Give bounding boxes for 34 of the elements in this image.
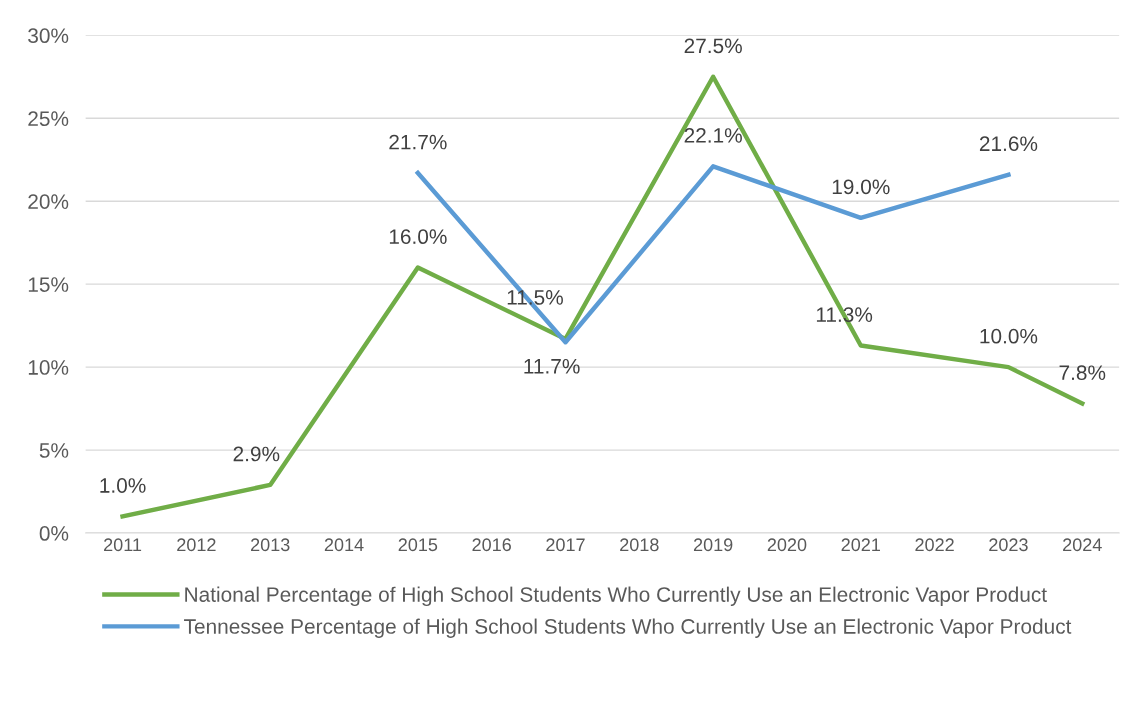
data-label: 19.0%: [832, 179, 890, 195]
x-tick-label: 2013: [251, 538, 290, 552]
x-tick-label: 2018: [620, 538, 659, 552]
legend-label: Tennessee Percentage of High School Students Who Currently Use an Electronic Vapor Product: [184, 618, 1072, 638]
data-label: 16.0%: [389, 229, 447, 245]
y-tick-label: 10%: [28, 360, 69, 375]
data-label: 11.7%: [524, 359, 580, 374]
data-label: 7.8%: [1059, 365, 1106, 381]
data-label: 22.1%: [684, 128, 742, 143]
x-tick-label: 2023: [989, 538, 1028, 552]
x-tick-label: 2017: [546, 538, 585, 552]
y-tick-label: 20%: [28, 194, 69, 209]
x-tick-label: 2015: [398, 538, 438, 552]
x-tick-label: 2022: [915, 538, 954, 552]
data-label: 21.7%: [389, 134, 447, 150]
data-label: 27.5%: [684, 38, 742, 54]
x-tick-label: 2016: [472, 538, 511, 552]
y-tick-label: 5%: [39, 443, 69, 458]
data-label: 10.0%: [980, 328, 1038, 344]
y-tick-label: 25%: [28, 111, 69, 127]
y-tick-label: 0%: [39, 526, 69, 541]
y-tick-label: 15%: [28, 277, 69, 292]
x-tick-label: 2014: [324, 538, 364, 552]
data-label: 2.9%: [233, 446, 280, 462]
x-tick-label: 2021: [841, 538, 880, 552]
data-label: 21.6%: [979, 136, 1038, 152]
x-tick-label: 2012: [177, 538, 216, 552]
x-tick-label: 2020: [767, 538, 807, 552]
x-tick-label: 2019: [693, 538, 733, 552]
data-label: 1.0%: [100, 478, 146, 493]
y-tick-label: 30%: [28, 28, 69, 44]
legend-label: National Percentage of High School Students Who Currently Use an Electronic Vapor Product: [185, 586, 1047, 607]
x-tick-label: 2024: [1063, 538, 1102, 552]
x-tick-label: 2011: [104, 538, 142, 552]
